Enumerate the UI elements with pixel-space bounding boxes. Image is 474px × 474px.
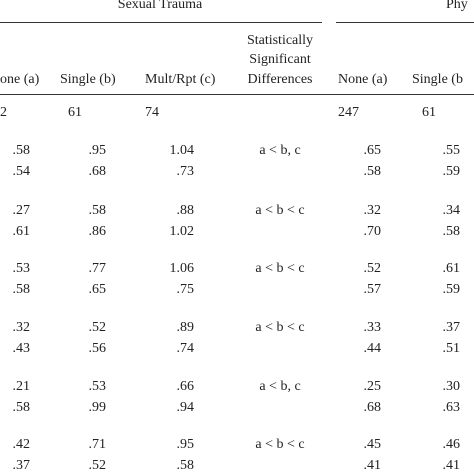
table-cell: .27: [12, 203, 31, 218]
table-cell: .44: [363, 341, 382, 356]
col-header-none: one (a): [0, 72, 40, 87]
sig-difference-label: a < b < c: [255, 320, 305, 335]
table-cell: .74: [176, 341, 195, 356]
table-cell: .57: [363, 282, 382, 297]
table-cell: .70: [363, 224, 382, 239]
table-cell: .59: [442, 282, 461, 297]
table-cell: .46: [442, 437, 461, 452]
table-cell: .95: [176, 437, 195, 452]
table-cell: .37: [442, 320, 461, 335]
table-cell: .94: [176, 400, 195, 415]
table-cell: .58: [176, 458, 195, 473]
table-cell: .58: [442, 224, 461, 239]
table-cell: .63: [442, 400, 461, 415]
sig-difference-label: a < b < c: [255, 203, 305, 218]
table-cell: .65: [363, 143, 382, 158]
table-cell: .61: [12, 224, 31, 239]
table-cell: .58: [12, 400, 31, 415]
table-cell: 1.04: [169, 143, 195, 158]
table-cell: .58: [88, 203, 107, 218]
table-cell: .25: [363, 379, 382, 394]
table-cell: .53: [88, 379, 107, 394]
table-cell: .55: [442, 143, 461, 158]
table-cell: .95: [88, 143, 107, 158]
table-cell: .43: [12, 341, 31, 356]
header-rule-bottom: [0, 94, 474, 95]
table-cell: .37: [12, 458, 31, 473]
table-cell: 1.02: [169, 224, 195, 239]
count-none: 2: [0, 105, 7, 120]
table-cell: .58: [12, 143, 31, 158]
col-header-mult: Mult/Rpt (c): [145, 72, 216, 87]
table-cell: .32: [12, 320, 31, 335]
table-cell: .21: [12, 379, 31, 394]
table-cell: .34: [442, 203, 461, 218]
table-cell: .68: [88, 164, 107, 179]
table-cell: .41: [363, 458, 382, 473]
table-cell: .58: [12, 282, 31, 297]
count-single-2: 61: [422, 105, 436, 120]
table-cell: .71: [88, 437, 107, 452]
table-cell: .59: [442, 164, 461, 179]
group-header-physical: Phy: [446, 0, 468, 12]
table-cell: .99: [88, 400, 107, 415]
col-header-sig-line2: Significant: [249, 52, 311, 67]
table-cell: 1.06: [169, 261, 195, 276]
col-header-single: Single (b): [60, 72, 116, 87]
table-cell: .56: [88, 341, 107, 356]
table-cell: .32: [363, 203, 382, 218]
col-header-sig-line3: Differences: [247, 72, 313, 87]
table-cell: .30: [442, 379, 461, 394]
table-cell: .73: [176, 164, 195, 179]
sig-difference-label: a < b < c: [255, 261, 305, 276]
header-rule-group1: [0, 22, 322, 23]
table-cell: .77: [88, 261, 107, 276]
table-cell: .86: [88, 224, 107, 239]
table-cell: .33: [363, 320, 382, 335]
sig-difference-label: a < b, c: [259, 379, 301, 394]
table-cell: .61: [442, 261, 461, 276]
table-cell: .45: [363, 437, 382, 452]
table-cell: .58: [363, 164, 382, 179]
table-cell: .54: [12, 164, 31, 179]
sig-difference-label: a < b, c: [259, 143, 301, 158]
table-cell: .68: [363, 400, 382, 415]
table-cell: .51: [442, 341, 461, 356]
table-cell: .66: [176, 379, 195, 394]
sig-difference-label: a < b < c: [255, 437, 305, 452]
table-cell: .65: [88, 282, 107, 297]
table-cell: .52: [88, 320, 107, 335]
table-cell: .89: [176, 320, 195, 335]
col-header-none-2: None (a): [338, 72, 388, 87]
col-header-single-2: Single (b: [412, 72, 463, 87]
table-cell: .75: [176, 282, 195, 297]
count-none-2: 247: [338, 105, 359, 120]
table-cell: .52: [88, 458, 107, 473]
table-cell: .52: [363, 261, 382, 276]
group-header-sexual-trauma: Sexual Trauma: [117, 0, 203, 12]
col-header-sig-line1: Statistically: [246, 33, 314, 48]
table-cell: .41: [442, 458, 461, 473]
count-mult: 74: [145, 105, 159, 120]
table-cell: .88: [176, 203, 195, 218]
table-cell: .53: [12, 261, 31, 276]
table-cell: .42: [12, 437, 31, 452]
count-single: 61: [68, 105, 82, 120]
header-rule-group2: [336, 22, 474, 23]
